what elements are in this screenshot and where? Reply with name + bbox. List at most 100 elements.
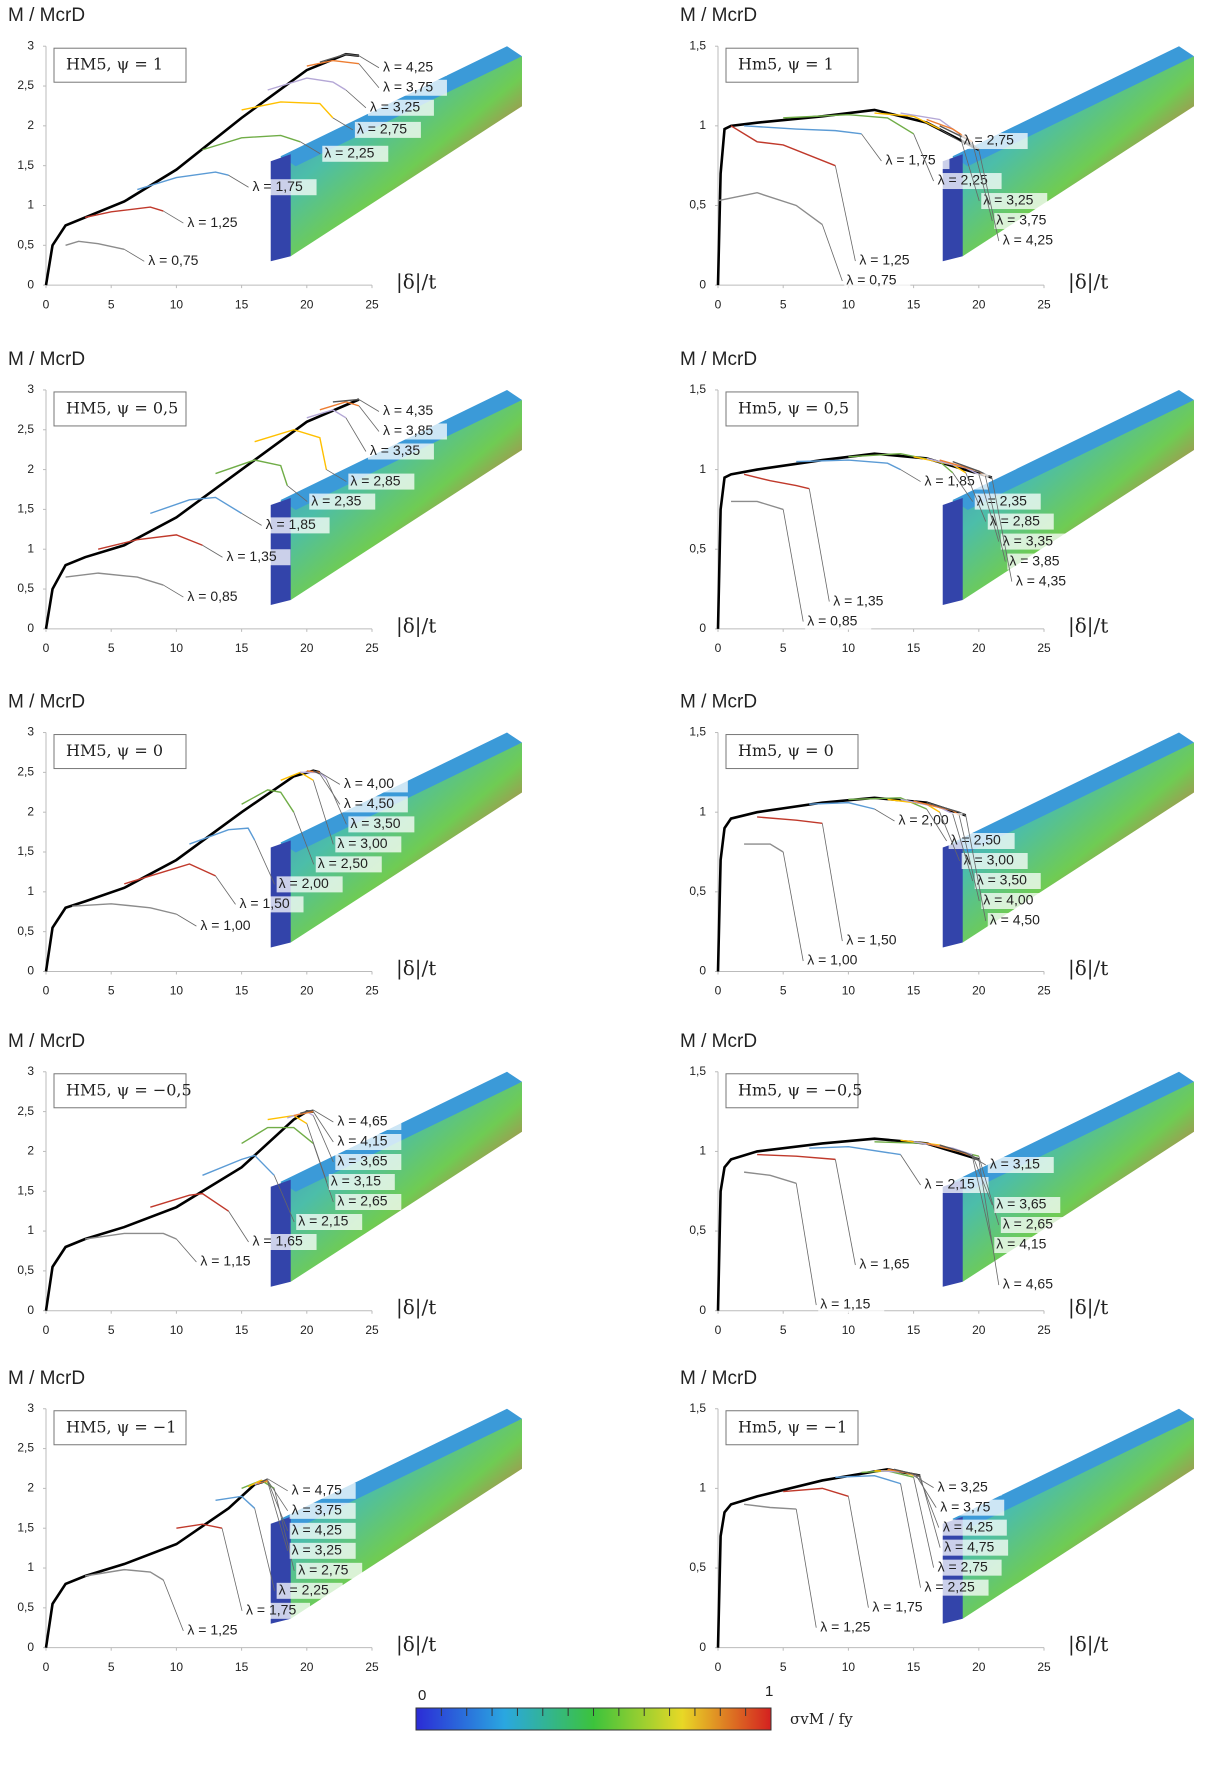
leader-line (228, 1210, 249, 1243)
x-tick-label: 25 (1037, 641, 1051, 655)
series-label: λ = 2,75 (357, 121, 407, 137)
series-label: λ = 4,75 (292, 1482, 342, 1498)
series-label: λ = 4,25 (943, 1518, 993, 1534)
label-bg (844, 933, 911, 950)
label-bg (857, 1257, 924, 1274)
leader-line (228, 174, 249, 188)
label-bg (335, 836, 402, 853)
series-line (939, 1144, 980, 1161)
series-label: λ = 3,85 (383, 422, 433, 438)
series-label: λ = 1,35 (833, 592, 883, 608)
label-bg (380, 59, 447, 76)
title-box (53, 734, 187, 770)
label-bg (974, 493, 1041, 510)
label-bg (938, 1499, 1005, 1516)
label-bg (322, 145, 389, 162)
series-line (332, 398, 360, 403)
y-tick-label: 0,5 (17, 924, 34, 938)
x-tick-label: 5 (780, 641, 787, 655)
chart-title: Hm5, ψ = −0,5 (738, 1080, 862, 1099)
y-tick-label: 1 (699, 1481, 706, 1495)
series-label: λ = 0,75 (148, 252, 198, 268)
series-label: λ = 1,00 (200, 917, 250, 933)
leader-line (326, 469, 347, 482)
series-line (65, 240, 125, 250)
label-bg (198, 1254, 265, 1271)
label-bg (994, 1197, 1061, 1214)
x-axis-label: |δ|/t (396, 270, 436, 295)
beam-web (952, 399, 1194, 600)
x-tick-label: 15 (907, 297, 921, 311)
title-box (725, 734, 859, 770)
series-label: λ = 2,50 (951, 832, 1001, 848)
leader-line (163, 584, 184, 598)
leader-line (971, 1156, 993, 1246)
series-label: λ = 3,25 (983, 192, 1033, 208)
label-bg (883, 153, 950, 170)
label-bg (1000, 1217, 1067, 1234)
beam-web (952, 1418, 1194, 1619)
series-label: λ = 2,25 (925, 1578, 975, 1594)
beam-end (942, 1179, 963, 1287)
series-label: λ = 3,50 (350, 815, 400, 831)
y-tick-label: 0,5 (17, 581, 34, 595)
x-tick-label: 0 (715, 1660, 722, 1674)
chart: 0 0,5 1 1,5 2 2,5 3 0 5 10 15 20 25 M / McrD |δ|/t HM5,… (8, 1031, 522, 1337)
x-tick-label: 15 (235, 1660, 249, 1674)
chart-title: HM5, ψ = −1 (66, 1417, 176, 1436)
label-bg (1000, 533, 1067, 550)
x-axis-label: |δ|/t (1068, 956, 1108, 981)
leader-line (241, 513, 262, 526)
x-tick-label: 15 (907, 641, 921, 655)
y-tick-label: 3 (27, 725, 34, 739)
series-label: λ = 1,15 (820, 1296, 870, 1312)
series-label: λ = 2,00 (898, 812, 948, 828)
beam-flange (952, 389, 1194, 510)
label-bg (922, 473, 989, 490)
y-tick-label: 0,5 (689, 884, 706, 898)
y-tick-label: 2,5 (17, 1441, 34, 1455)
x-tick-label: 10 (170, 641, 184, 655)
y-tick-label: 2 (27, 462, 34, 476)
series-label: λ = 2,75 (964, 132, 1014, 148)
label-bg (987, 513, 1054, 530)
label-bg (335, 1194, 402, 1211)
label-bg (335, 1154, 402, 1171)
leader-line (332, 117, 354, 131)
x-tick-label: 20 (972, 641, 986, 655)
leader-line (176, 1238, 197, 1263)
y-tick-label: 1,5 (17, 1183, 34, 1197)
beam-web (280, 1081, 522, 1282)
y-tick-label: 0 (699, 621, 706, 635)
x-axis-label: |δ|/t (1068, 270, 1108, 295)
series-line (44, 398, 360, 630)
leader-line (913, 1477, 934, 1568)
leader-line (267, 1480, 289, 1531)
series-label: λ = 3,85 (1009, 552, 1059, 568)
series-line (313, 770, 321, 775)
y-tick-label: 1 (27, 541, 34, 555)
x-tick-label: 10 (170, 1323, 184, 1337)
leader-line (254, 839, 276, 885)
label-bg (185, 589, 252, 606)
series-line (215, 459, 288, 486)
label-bg (994, 1237, 1061, 1254)
label-bg (380, 423, 447, 440)
x-tick-label: 15 (235, 1323, 249, 1337)
series-label: λ = 0,75 (846, 272, 896, 288)
leader-line (358, 405, 380, 432)
series-line (743, 473, 810, 490)
y-tick-label: 0,5 (17, 237, 34, 251)
leader-line (267, 1481, 289, 1551)
label-bg (987, 913, 1054, 930)
x-tick-label: 15 (235, 984, 249, 998)
series-line (137, 171, 229, 191)
label-bg (981, 893, 1048, 910)
label-bg (224, 549, 291, 566)
series-line (97, 534, 203, 550)
label-bg (185, 215, 252, 232)
chart-title: HM5, ψ = 0,5 (66, 398, 178, 417)
series-line (44, 1110, 314, 1311)
series-label: λ = 2,65 (337, 1193, 387, 1209)
leader-line (267, 1480, 289, 1512)
